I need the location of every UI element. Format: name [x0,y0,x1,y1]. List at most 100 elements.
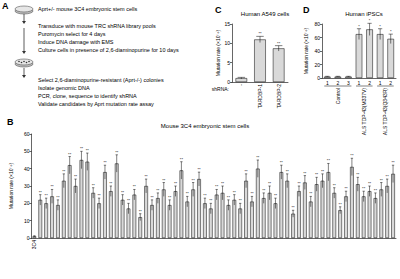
svg-text:ALS TDP-43(M337V): ALS TDP-43(M337V) [361,88,367,135]
svg-text:**: ** [380,178,384,183]
svg-text:**: ** [233,190,237,195]
svg-text:**: ** [197,167,201,172]
svg-text:Mutation rate (×10⁻⁶): Mutation rate (×10⁻⁶) [8,162,14,209]
svg-text:**: ** [262,188,266,193]
svg-text:2: 2 [368,80,371,86]
svg-text:**: ** [209,198,213,203]
svg-text:Culture cells in presence of 2: Culture cells in presence of 2,6-diamino… [38,47,179,53]
svg-text:0: 0 [27,235,30,241]
svg-text:**: ** [309,191,313,196]
svg-text:1: 1 [379,80,382,86]
svg-text:B: B [7,117,14,127]
svg-text:**: ** [186,191,190,196]
svg-text:2: 2 [336,80,339,86]
svg-text:*: * [379,24,381,29]
svg-text:**: ** [139,209,143,214]
svg-text:**: ** [239,198,243,203]
svg-text:3C4: 3C4 [31,240,37,249]
svg-text:**: ** [39,190,43,195]
svg-text:**: ** [303,171,307,176]
svg-text:**: ** [268,181,272,186]
svg-text:1: 1 [358,80,361,86]
svg-text:Mouse 3C4 embryonic stem cells: Mouse 3C4 embryonic stem cells [161,123,249,129]
svg-text:**: ** [374,188,378,193]
svg-text:**: ** [333,183,337,188]
svg-text:TARDBP-1: TARDBP-1 [257,84,263,109]
svg-text:**: ** [297,181,301,186]
svg-text:*: * [369,18,371,23]
svg-text:Aprt+/- mouse 3C4 embryonic st: Aprt+/- mouse 3C4 embryonic stem cells [38,6,137,12]
svg-text:**: ** [280,160,284,165]
svg-text:shRNA:: shRNA: [212,86,229,92]
svg-text:PCR, clone, sequence to identi: PCR, clone, sequence to identify shRNA [38,93,137,99]
svg-text:Induce DNA damage with EMS: Induce DNA damage with EMS [38,39,114,45]
svg-text:40: 40 [314,48,320,54]
svg-text:**: ** [250,191,254,196]
svg-text:**: ** [174,181,178,186]
svg-text:Human A549 cells: Human A549 cells [241,11,289,17]
svg-text:**: ** [192,178,196,183]
svg-text:**: ** [327,158,331,163]
svg-text:C: C [215,5,222,15]
svg-text:**: ** [256,155,260,160]
svg-text:**: ** [68,152,72,157]
svg-text:**: ** [315,172,319,177]
svg-text:**: ** [115,150,119,155]
svg-text:**: ** [62,169,66,174]
svg-text:Validate candidates by Aprt mu: Validate candidates by Aprt mutation rat… [38,101,154,107]
svg-text:**: ** [215,184,219,189]
svg-text:**: ** [50,184,54,189]
svg-text:**: ** [344,186,348,191]
svg-text:**: ** [356,172,360,177]
svg-text:Isolate genomic DNA: Isolate genomic DNA [38,85,90,91]
svg-text:**: ** [221,181,225,186]
svg-text:Human iPSCs: Human iPSCs [345,11,383,17]
svg-text:10: 10 [24,218,30,224]
svg-text:2: 2 [389,80,392,86]
svg-text:**: ** [98,193,102,198]
svg-text:**: ** [339,202,343,207]
svg-text:Select 2,6-diaminopurine-resis: Select 2,6-diaminopurine-resistant (Aprt… [38,77,164,83]
svg-text:**: ** [227,195,231,200]
svg-text:5: 5 [227,60,230,66]
svg-text:0: 0 [317,75,320,81]
svg-text:Mutation rate (×10⁻⁶): Mutation rate (×10⁻⁶) [303,27,309,74]
svg-text:Puromycin select for 4 days: Puromycin select for 4 days [38,31,106,37]
svg-text:**: ** [180,157,184,162]
svg-text:**: ** [156,188,160,193]
svg-text:**: ** [150,195,154,200]
svg-text:**: ** [245,169,249,174]
svg-text:**: ** [286,169,290,174]
svg-text:30: 30 [24,183,30,189]
svg-text:20: 20 [24,200,30,206]
svg-text:**: ** [80,146,84,151]
svg-text:**: ** [74,174,78,179]
svg-text:**: ** [292,205,296,210]
svg-text:**: ** [145,174,149,179]
svg-text:20: 20 [314,62,320,68]
svg-text:0: 0 [227,79,230,85]
svg-text:**: ** [168,195,172,200]
svg-text:**: ** [391,160,395,165]
svg-text:**: ** [86,148,90,153]
svg-text:80: 80 [314,21,320,27]
svg-text:3: 3 [347,80,350,86]
svg-text:**: ** [203,193,207,198]
svg-text:D: D [303,5,310,15]
svg-text:Control: Control [335,88,341,104]
svg-text:ALS TDP-43(Q343R): ALS TDP-43(Q343R) [382,88,388,135]
svg-text:15: 15 [224,21,230,27]
svg-text:50: 50 [24,148,30,154]
svg-text:10: 10 [224,40,230,46]
svg-text:*: * [358,24,360,29]
svg-text:60: 60 [314,35,320,41]
svg-text:**: ** [121,190,125,195]
svg-text:**: ** [103,160,107,165]
svg-text:**: ** [274,193,278,198]
svg-text:**: ** [362,186,366,191]
svg-text:Transduce with mouse TRC shRNA: Transduce with mouse TRC shRNA library p… [38,23,156,29]
svg-text:**: ** [368,181,372,186]
svg-text:40: 40 [24,166,30,172]
svg-text:**: ** [386,174,390,179]
svg-text:1: 1 [326,80,329,86]
